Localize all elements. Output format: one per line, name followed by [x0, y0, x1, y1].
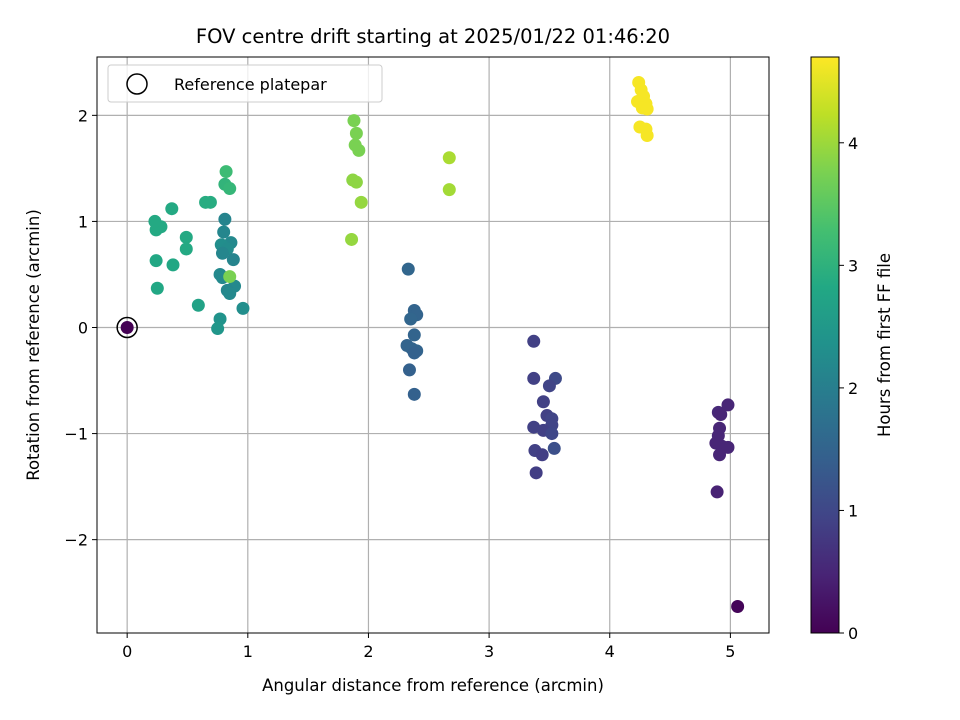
scatter-point	[349, 126, 363, 140]
scatter-point	[223, 287, 237, 301]
legend: Reference platepar	[107, 64, 383, 103]
scatter-point	[348, 138, 362, 152]
scatter-point	[211, 322, 225, 336]
scatter-point	[713, 448, 727, 462]
y-tick-label: 0	[78, 318, 88, 337]
y-tick-label: 1	[78, 212, 88, 231]
scatter-point	[640, 102, 654, 116]
scatter-point	[542, 379, 556, 393]
scatter-point	[527, 371, 541, 385]
scatter-point	[218, 212, 232, 226]
scatter-point	[226, 253, 240, 267]
scatter-point	[442, 151, 456, 165]
colorbar-gradient	[810, 56, 840, 634]
scatter-point	[527, 334, 541, 348]
scatter-point	[407, 387, 421, 401]
scatter-point	[120, 320, 134, 334]
scatter-point	[354, 195, 368, 209]
scatter-point	[535, 448, 549, 462]
scatter-point	[236, 301, 250, 315]
y-tick-label: −2	[64, 531, 88, 550]
scatter-point	[442, 183, 456, 197]
x-tick-label: 4	[605, 642, 615, 661]
x-tick-label: 5	[725, 642, 735, 661]
scatter-point	[407, 346, 421, 360]
scatter-point	[345, 232, 359, 246]
scatter-point	[223, 182, 237, 196]
scatter-point	[223, 270, 237, 284]
legend-label: Reference platepar	[174, 75, 327, 94]
scatter-point	[710, 485, 724, 499]
legend-marker-circle-icon	[126, 73, 148, 95]
y-tick-label: −1	[64, 425, 88, 444]
colorbar-ticks: 0 1 2 3 4	[839, 134, 858, 643]
scatter-point	[547, 441, 561, 455]
colorbar-label: Hours from first FF file	[875, 253, 894, 437]
scatter-point	[219, 165, 233, 179]
x-tick-label: 2	[363, 642, 373, 661]
scatter-point	[349, 175, 363, 189]
scatter-point	[148, 214, 162, 228]
scatter-points	[116, 75, 745, 613]
x-axis-label: Angular distance from reference (arcmin)	[262, 676, 604, 695]
scatter-point	[203, 195, 217, 209]
scatter-point	[166, 258, 180, 272]
y-tick-label: 2	[78, 106, 88, 125]
x-tick-label: 3	[484, 642, 494, 661]
scatter-point	[401, 262, 415, 276]
legend-box	[107, 64, 383, 103]
scatter-point	[404, 312, 418, 326]
colorbar-tick-label: 4	[848, 134, 858, 153]
y-axis-label: Rotation from reference (arcmin)	[24, 209, 43, 481]
scatter-point	[402, 363, 416, 377]
scatter-point	[165, 202, 179, 216]
plot-area: 0 1 2 3 4 5 −2 −1 0 1 2	[64, 56, 770, 661]
scatter-point	[217, 225, 231, 239]
scatter-point	[529, 466, 543, 480]
scatter-point	[640, 128, 654, 142]
grid-lines	[97, 57, 769, 633]
scatter-point	[721, 398, 735, 412]
scatter-point	[179, 242, 193, 256]
plot-frame	[96, 56, 770, 634]
axis-ticks: 0 1 2 3 4 5 −2 −1 0 1 2	[64, 106, 735, 661]
scatter-point	[407, 328, 421, 342]
colorbar-tick-label: 0	[848, 624, 858, 643]
colorbar-tick-label: 3	[848, 256, 858, 275]
scatter-point	[711, 429, 725, 443]
scatter-point	[721, 440, 735, 454]
scatter-point	[179, 230, 193, 244]
scatter-point	[536, 395, 550, 409]
reference-platepar-marker	[116, 316, 138, 339]
colorbar: 0 1 2 3 4 Hours from first FF file	[810, 56, 894, 643]
scatter-point	[545, 427, 559, 441]
scatter-point	[714, 407, 728, 421]
plot-background	[97, 57, 769, 633]
scatter-point	[150, 281, 164, 295]
scatter-point	[149, 254, 163, 268]
colorbar-tick-label: 1	[848, 501, 858, 520]
scatter-point	[191, 298, 205, 312]
chart-title: FOV centre drift starting at 2025/01/22 …	[196, 25, 670, 48]
colorbar-tick-label: 2	[848, 379, 858, 398]
scatter-point	[215, 246, 229, 260]
x-tick-label: 0	[122, 642, 132, 661]
scatter-point	[731, 599, 745, 613]
x-tick-label: 1	[243, 642, 253, 661]
scatter-point	[347, 114, 361, 128]
